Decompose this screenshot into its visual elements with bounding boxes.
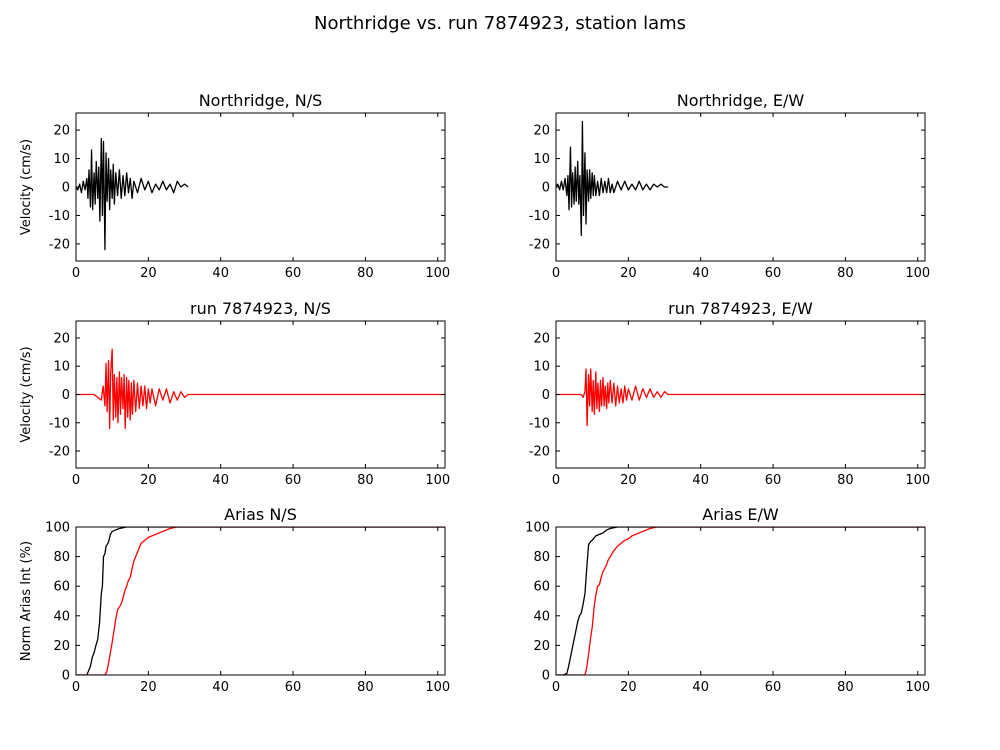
x-tick-label: 0 <box>552 266 560 281</box>
y-tick-label: 0 <box>542 388 550 403</box>
y-tick-label: 20 <box>53 331 70 346</box>
x-tick-label: 60 <box>285 680 302 695</box>
y-tick-label: 100 <box>45 521 70 536</box>
y-tick-label: 40 <box>533 609 550 624</box>
x-tick-label: 60 <box>285 266 302 281</box>
x-tick-label: 40 <box>212 266 229 281</box>
series-line-1 <box>556 120 669 237</box>
panel-title: run 7874923, N/S <box>190 299 331 318</box>
x-tick-label: 20 <box>140 680 157 695</box>
y-tick-label: 20 <box>533 124 550 139</box>
y-tick-label: 60 <box>53 580 70 595</box>
y-tick-label: 60 <box>533 580 550 595</box>
series-line-1 <box>76 137 189 251</box>
y-tick-label: -10 <box>49 416 70 431</box>
panel-title: Northridge, N/S <box>199 91 323 110</box>
x-tick-label: 100 <box>425 473 450 488</box>
x-tick-label: 100 <box>425 680 450 695</box>
x-tick-label: 80 <box>357 680 374 695</box>
y-tick-label: -20 <box>529 445 550 460</box>
y-tick-label: -20 <box>49 237 70 252</box>
y-tick-label: 80 <box>533 550 550 565</box>
chart-panel-5: 0 20 40 60 80 100 0 20 40 60 80 100 Arias N/S Norm Ar… <box>19 505 450 695</box>
y-axis-label: Velocity (cm/s) <box>19 346 34 442</box>
x-tick-label: 60 <box>285 473 302 488</box>
x-tick-label: 0 <box>552 680 560 695</box>
series-line-1 <box>76 527 445 675</box>
x-tick-label: 20 <box>620 266 637 281</box>
y-tick-label: 20 <box>533 331 550 346</box>
series-line-1 <box>556 527 925 675</box>
x-tick-label: 60 <box>765 473 782 488</box>
y-tick-label: 0 <box>542 669 550 684</box>
chart-panel-6: 0 20 40 60 80 100 0 20 40 60 80 100 Arias E/W <box>525 505 930 695</box>
x-tick-label: 40 <box>692 473 709 488</box>
series-line-2 <box>76 527 445 675</box>
x-tick-label: 0 <box>72 680 80 695</box>
figure-title: Northridge vs. run 7874923, station lams <box>314 13 686 34</box>
x-tick-label: 0 <box>72 266 80 281</box>
x-tick-label: 0 <box>72 473 80 488</box>
x-tick-label: 80 <box>837 266 854 281</box>
y-axis-label: Velocity (cm/s) <box>19 139 34 235</box>
y-tick-label: -10 <box>529 209 550 224</box>
x-tick-label: 80 <box>837 680 854 695</box>
y-tick-label: 0 <box>62 181 70 196</box>
x-tick-label: 80 <box>357 473 374 488</box>
y-tick-label: -20 <box>529 237 550 252</box>
series-line-2 <box>556 527 925 675</box>
x-tick-label: 100 <box>905 473 930 488</box>
plot-frame <box>555 526 926 676</box>
x-tick-label: 100 <box>905 680 930 695</box>
y-tick-label: -20 <box>49 445 70 460</box>
y-tick-label: -10 <box>529 416 550 431</box>
x-tick-label: 80 <box>837 473 854 488</box>
y-tick-label: 10 <box>533 360 550 375</box>
x-tick-label: 40 <box>692 266 709 281</box>
chart-panel-2: 0 20 40 60 80 100 -20 -10 0 10 20 Northridge, E/W <box>529 91 930 281</box>
panel-title: Arias E/W <box>702 505 779 524</box>
x-tick-label: 20 <box>140 266 157 281</box>
x-tick-label: 40 <box>212 680 229 695</box>
y-tick-label: 10 <box>53 360 70 375</box>
chart-panel-3: 0 20 40 60 80 100 -20 -10 0 10 20 run 7874923, N/S V… <box>19 299 450 488</box>
y-tick-label: 0 <box>62 669 70 684</box>
x-tick-label: 20 <box>620 473 637 488</box>
panel-title: Arias N/S <box>224 505 297 524</box>
y-tick-label: 10 <box>53 152 70 167</box>
chart-panel-4: 0 20 40 60 80 100 -20 -10 0 10 20 run 7874923, E/W <box>529 299 930 488</box>
x-tick-label: 100 <box>905 266 930 281</box>
x-tick-label: 20 <box>620 680 637 695</box>
x-tick-label: 60 <box>765 266 782 281</box>
y-tick-label: 40 <box>53 609 70 624</box>
series-line-1 <box>76 348 445 430</box>
x-tick-label: 40 <box>692 680 709 695</box>
y-tick-label: 20 <box>533 639 550 654</box>
x-tick-label: 100 <box>425 266 450 281</box>
y-tick-label: 0 <box>62 388 70 403</box>
y-axis-label: Norm Arias Int (%) <box>19 541 34 661</box>
x-tick-label: 80 <box>357 266 374 281</box>
y-tick-label: 0 <box>542 181 550 196</box>
y-tick-label: -10 <box>49 209 70 224</box>
y-tick-label: 80 <box>53 550 70 565</box>
x-tick-label: 60 <box>765 680 782 695</box>
panel-title: run 7874923, E/W <box>668 299 813 318</box>
y-tick-label: 20 <box>53 124 70 139</box>
panel-title: Northridge, E/W <box>677 91 805 110</box>
y-tick-label: 10 <box>533 152 550 167</box>
series-line-1 <box>556 368 925 427</box>
chart-panel-1: 0 20 40 60 80 100 -20 -10 0 10 20 Northridge, N/S Ve… <box>19 91 450 281</box>
x-tick-label: 0 <box>552 473 560 488</box>
y-tick-label: 100 <box>525 521 550 536</box>
x-tick-label: 20 <box>140 473 157 488</box>
plot-frame <box>75 526 446 676</box>
y-tick-label: 20 <box>53 639 70 654</box>
x-tick-label: 40 <box>212 473 229 488</box>
